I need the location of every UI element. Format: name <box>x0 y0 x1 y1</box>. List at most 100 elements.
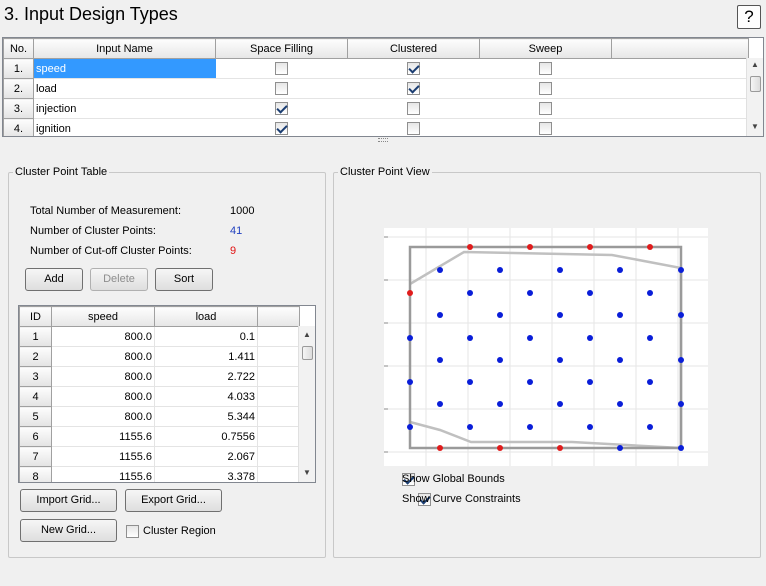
space-filling-checkbox[interactable] <box>275 82 288 95</box>
show-global-bounds-checkbox[interactable] <box>402 473 416 486</box>
speed-cell[interactable]: 800.0 <box>51 346 155 367</box>
splitter-grip-icon[interactable] <box>378 138 388 142</box>
column-header-clustered[interactable]: Clustered <box>347 38 480 59</box>
table-row[interactable]: 4 800.0 4.033 <box>19 386 300 407</box>
sweep-checkbox[interactable] <box>539 102 552 115</box>
delete-button[interactable]: Delete <box>90 268 148 291</box>
column-header-id[interactable]: ID <box>19 306 52 327</box>
load-cell[interactable]: 0.7556 <box>154 426 258 447</box>
help-button[interactable]: ? <box>737 5 761 29</box>
global-bounds <box>408 245 683 450</box>
clustered-checkbox[interactable] <box>407 102 420 115</box>
speed-cell[interactable]: 800.0 <box>51 386 155 407</box>
id-cell[interactable]: 4 <box>19 386 52 407</box>
speed-cell[interactable]: 1155.6 <box>51 446 155 467</box>
id-cell[interactable]: 5 <box>19 406 52 427</box>
cluster-point-plot[interactable] <box>384 228 708 466</box>
sweep-checkbox[interactable] <box>539 62 552 75</box>
column-header-speed[interactable]: speed <box>51 306 155 327</box>
space-filling-checkbox[interactable] <box>275 62 288 75</box>
table-row[interactable]: 3 800.0 2.722 <box>19 366 300 387</box>
load-cell[interactable]: 3.378 <box>154 466 258 482</box>
cluster-point-table-title: Cluster Point Table <box>13 166 110 178</box>
cluster-point <box>647 379 653 385</box>
load-cell[interactable]: 5.344 <box>154 406 258 427</box>
show-curve-constraints-checkbox[interactable] <box>418 493 432 506</box>
space-filling-checkbox[interactable] <box>275 102 288 115</box>
input-name-cell[interactable]: ignition <box>33 118 216 136</box>
column-header-input-name[interactable]: Input Name <box>33 38 216 59</box>
load-cell[interactable]: 1.411 <box>154 346 258 367</box>
cluster-table-scrollbar[interactable]: ▲ ▼ <box>298 326 315 482</box>
scroll-up-icon[interactable]: ▲ <box>303 330 311 339</box>
speed-cell[interactable]: 800.0 <box>51 326 155 347</box>
clustered-checkbox[interactable] <box>407 82 420 95</box>
load-cell[interactable]: 2.722 <box>154 366 258 387</box>
sweep-checkbox[interactable] <box>539 122 552 135</box>
scroll-thumb[interactable] <box>302 346 313 360</box>
import-grid-button[interactable]: Import Grid... <box>20 489 117 512</box>
blank-cell <box>257 386 300 407</box>
cluster-point <box>647 424 653 430</box>
scroll-down-icon[interactable]: ▼ <box>751 122 759 131</box>
input-name-cell[interactable]: load <box>33 78 216 99</box>
table-row[interactable]: 3. injection <box>3 98 749 119</box>
clustered-checkbox[interactable] <box>407 122 420 135</box>
speed-cell[interactable]: 800.0 <box>51 366 155 387</box>
column-header-sweep[interactable]: Sweep <box>479 38 612 59</box>
cluster-point <box>527 424 533 430</box>
row-number[interactable]: 4. <box>3 118 34 136</box>
scroll-up-icon[interactable]: ▲ <box>751 60 759 69</box>
cluster-point <box>647 290 653 296</box>
cluster-point <box>617 312 623 318</box>
speed-cell[interactable]: 800.0 <box>51 406 155 427</box>
id-cell[interactable]: 6 <box>19 426 52 447</box>
table-row[interactable]: 2. load <box>3 78 749 99</box>
table-row[interactable]: 1 800.0 0.1 <box>19 326 300 347</box>
column-header-space-filling[interactable]: Space Filling <box>215 38 348 59</box>
id-cell[interactable]: 1 <box>19 326 52 347</box>
table-row[interactable]: 6 1155.6 0.7556 <box>19 426 300 447</box>
export-grid-button[interactable]: Export Grid... <box>125 489 222 512</box>
table-row[interactable]: 5 800.0 5.344 <box>19 406 300 427</box>
speed-cell[interactable]: 1155.6 <box>51 466 155 482</box>
scroll-thumb[interactable] <box>750 76 761 92</box>
input-table-scrollbar[interactable]: ▲ ▼ <box>746 58 763 136</box>
id-cell[interactable]: 8 <box>19 466 52 482</box>
cluster-point <box>527 335 533 341</box>
speed-cell[interactable]: 1155.6 <box>51 426 155 447</box>
row-number[interactable]: 3. <box>3 98 34 119</box>
add-button[interactable]: Add <box>25 268 83 291</box>
id-cell[interactable]: 3 <box>19 366 52 387</box>
table-row[interactable]: 1. speed <box>3 58 749 79</box>
scroll-down-icon[interactable]: ▼ <box>303 468 311 477</box>
id-cell[interactable]: 7 <box>19 446 52 467</box>
table-row[interactable]: 8 1155.6 3.378 <box>19 466 300 482</box>
column-header-no[interactable]: No. <box>3 38 34 59</box>
load-cell[interactable]: 2.067 <box>154 446 258 467</box>
clustered-checkbox[interactable] <box>407 62 420 75</box>
sort-button[interactable]: Sort <box>155 268 213 291</box>
blank-cell <box>257 346 300 367</box>
column-header-load[interactable]: load <box>154 306 258 327</box>
title-bar: 3. Input Design Types ? <box>0 0 766 32</box>
table-row[interactable]: 2 800.0 1.411 <box>19 346 300 367</box>
cluster-point <box>527 290 533 296</box>
sweep-checkbox[interactable] <box>539 82 552 95</box>
load-cell[interactable]: 4.033 <box>154 386 258 407</box>
load-cell[interactable]: 0.1 <box>154 326 258 347</box>
row-number[interactable]: 2. <box>3 78 34 99</box>
id-cell[interactable]: 2 <box>19 346 52 367</box>
new-grid-button[interactable]: New Grid... <box>20 519 117 542</box>
row-number[interactable]: 1. <box>3 58 34 79</box>
cluster-point <box>407 335 413 341</box>
cluster-point <box>437 357 443 363</box>
cluster-point <box>497 357 503 363</box>
table-row[interactable]: 7 1155.6 2.067 <box>19 446 300 467</box>
input-name-cell[interactable]: speed <box>33 58 216 79</box>
space-filling-checkbox[interactable] <box>275 122 288 135</box>
cluster-region-checkbox[interactable] <box>126 525 139 538</box>
cluster-point <box>587 424 593 430</box>
table-row[interactable]: 4. ignition <box>3 118 749 136</box>
input-name-cell[interactable]: injection <box>33 98 216 119</box>
